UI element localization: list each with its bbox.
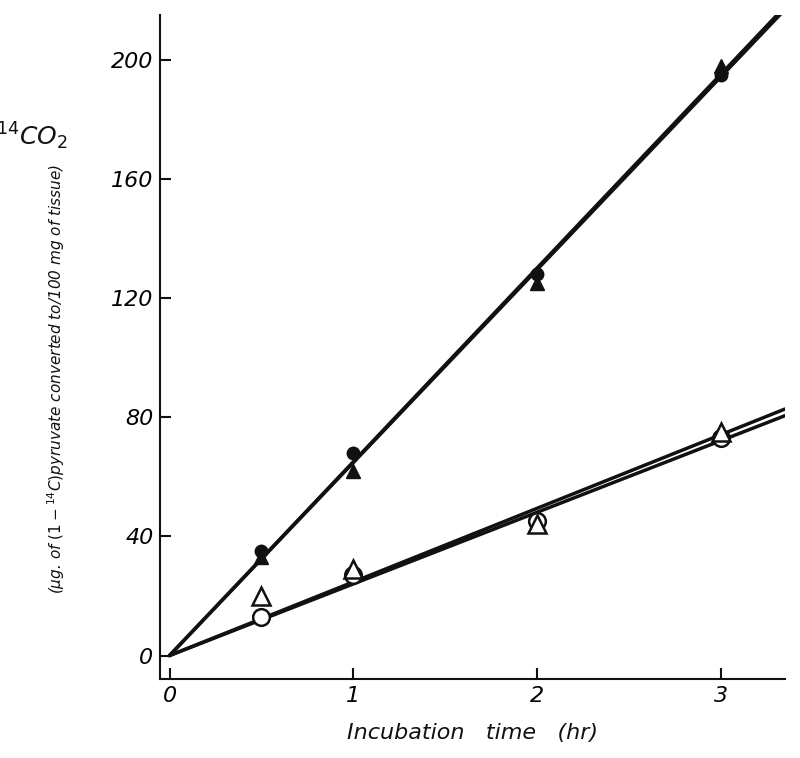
Text: $^{14}CO_2$: $^{14}CO_2$ (0, 121, 68, 152)
X-axis label: Incubation   time   (hr): Incubation time (hr) (347, 723, 598, 743)
Text: ($\mu$g. of $(1-^{14}C)$pyruvate converted to/100 mg of tissue): ($\mu$g. of $(1-^{14}C)$pyruvate convert… (45, 164, 67, 594)
